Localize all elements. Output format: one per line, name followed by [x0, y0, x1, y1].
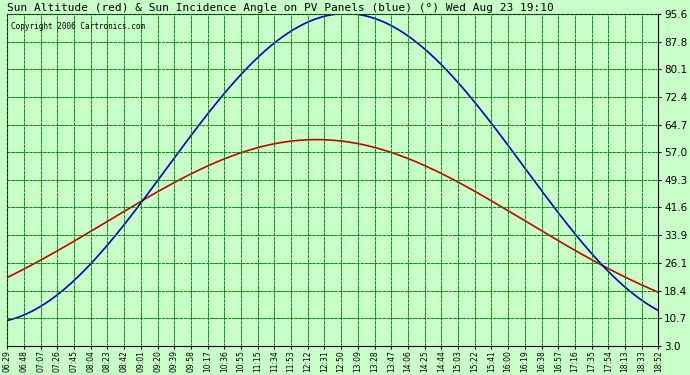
Text: Sun Altitude (red) & Sun Incidence Angle on PV Panels (blue) (°) Wed Aug 23 19:1: Sun Altitude (red) & Sun Incidence Angle…	[8, 3, 554, 13]
Text: Copyright 2006 Cartronics.com: Copyright 2006 Cartronics.com	[10, 22, 145, 31]
